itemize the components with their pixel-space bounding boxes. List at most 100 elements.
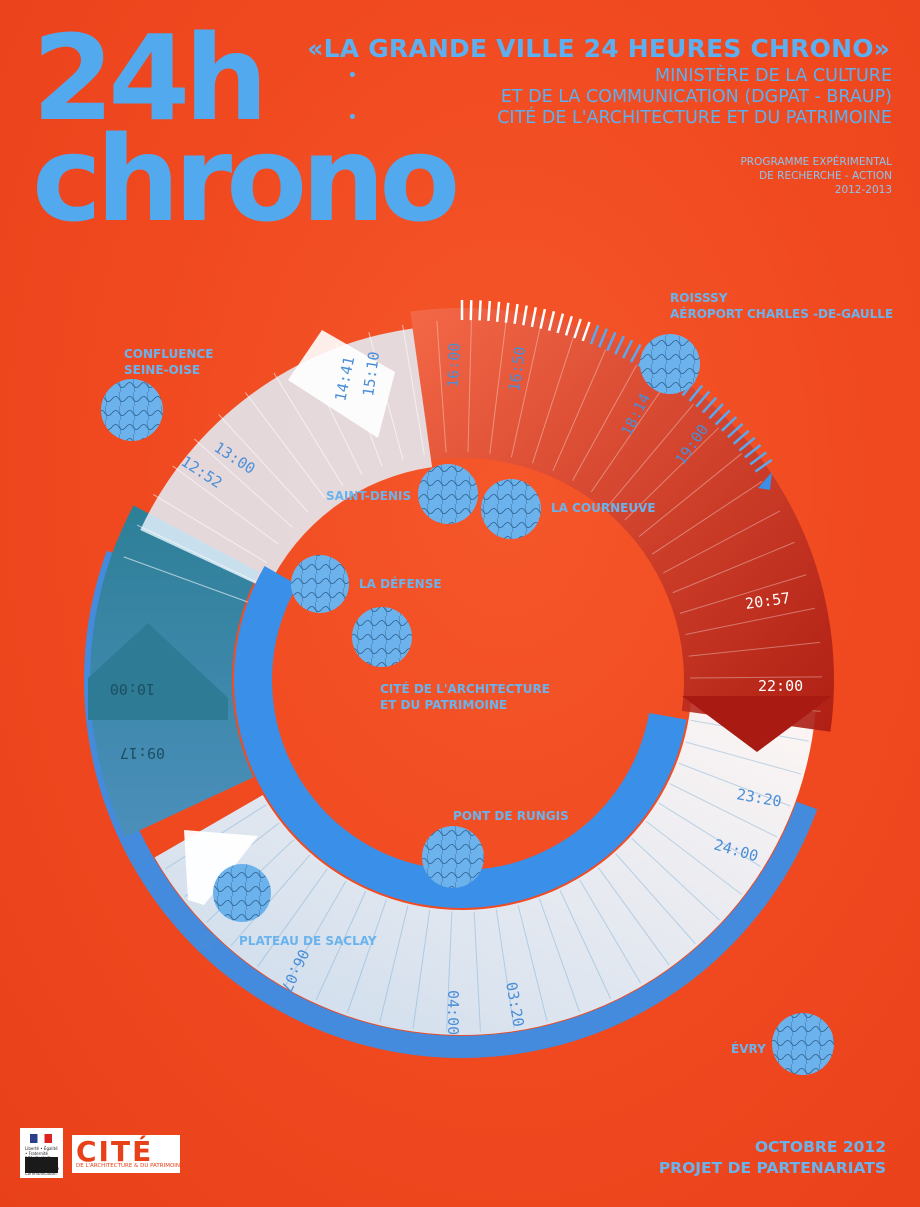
- white-arrow-bottom: [184, 830, 258, 905]
- comb-tick: [732, 429, 750, 445]
- programme-line: DE RECHERCHE - ACTION: [759, 170, 892, 182]
- place-label: SEINE-OISE: [124, 363, 201, 377]
- comb-tick: [606, 331, 617, 352]
- map-cite: [352, 607, 412, 667]
- spoke-line: [572, 364, 637, 481]
- spoke-line: [678, 762, 791, 807]
- comb-tick: [695, 390, 711, 408]
- spoke-line: [552, 349, 607, 472]
- spoke-line: [257, 868, 328, 967]
- map-la-courneuve: [481, 479, 541, 539]
- spoke-line: [412, 909, 431, 1029]
- spoke-line: [638, 453, 743, 537]
- map-roissy: [640, 334, 700, 394]
- spoke-line: [244, 392, 326, 499]
- time-label: 10:00: [110, 680, 155, 698]
- map-confluence: [101, 379, 163, 441]
- spoke-line: [615, 853, 696, 944]
- spoke-line: [495, 909, 515, 1029]
- spoke-line: [685, 607, 815, 636]
- spoke-line: [679, 574, 807, 614]
- spoke-line: [685, 741, 802, 775]
- spoke-line: [194, 438, 293, 528]
- spoke-line: [688, 641, 821, 657]
- spoke-line: [538, 898, 580, 1012]
- comb-tick: [744, 444, 762, 459]
- time-label: 09:17: [120, 744, 165, 762]
- map-pont-rungis: [422, 826, 484, 888]
- spoke-line: [531, 337, 574, 464]
- comb-tick: [738, 436, 756, 452]
- inner-blue-ring: [234, 566, 687, 908]
- programme-line: PROGRAMME EXPÉRIMENTAL: [740, 156, 892, 168]
- time-label: 22:00: [758, 677, 803, 695]
- comb-tick: [539, 308, 547, 329]
- programme-text: PROGRAMME EXPÉRIMENTAL DE RECHERCHE - AC…: [740, 155, 892, 197]
- place-label: AÉROPORT CHARLES -DE-GAULLE: [670, 307, 894, 321]
- place-la-defense: LA DÉFENSE: [359, 577, 442, 591]
- white-band: [154, 700, 816, 1035]
- place-la-courneuve: LA COURNEUVE: [551, 501, 656, 515]
- place-label: CITÉ DE L'ARCHITECTURE: [380, 682, 550, 696]
- spoke-line: [123, 556, 248, 603]
- spoke-line: [672, 541, 795, 594]
- comb-tick: [581, 321, 591, 342]
- partner-line: CITÉ DE L'ARCHITECTURE ET DU PATRIMOINE: [347, 108, 892, 129]
- spoke-line: [651, 480, 763, 555]
- place-cite: CITÉ DE L'ARCHITECTURE ET DU PATRIMOINE: [380, 681, 550, 713]
- spoke-line: [467, 320, 472, 453]
- cite-logo: CITÉ DE L'ARCHITECTURE & DU PATRIMOINE: [72, 1135, 184, 1173]
- footer-text: OCTOBRE 2012 PROJET DE PARTENARIATS: [659, 1137, 886, 1179]
- place-pont-rungis: PONT DE RUNGIS: [453, 809, 569, 823]
- spoke-line: [402, 324, 425, 456]
- spoke-line: [446, 911, 453, 1032]
- map-saint-denis: [418, 464, 478, 524]
- spoke-line: [658, 802, 761, 867]
- spoke-line: [510, 328, 541, 458]
- comb-tick: [504, 302, 510, 323]
- comb-tick: [530, 306, 538, 328]
- logo-line-chrono: chrono: [32, 109, 460, 248]
- partners-list: MINISTÈRE DE LA CULTURE ET DE LA COMMUNI…: [347, 66, 892, 129]
- footer-date: OCTOBRE 2012: [754, 1138, 886, 1156]
- comb-tick: [573, 318, 582, 339]
- spoke-line: [689, 676, 822, 679]
- ministry-logo-bar: [25, 1157, 58, 1173]
- spoke-line: [346, 899, 387, 1013]
- comb-tick: [727, 422, 744, 439]
- comb-tick: [622, 339, 634, 359]
- comb-tick: [556, 313, 565, 334]
- spoke-line: [631, 837, 720, 921]
- spoke-line: [624, 427, 720, 521]
- partner-line: ET DE LA COMMUNICATION (DGPAT - BRAUP): [500, 87, 892, 107]
- place-saint-denis: SAINT-DENIS: [326, 489, 412, 503]
- cite-logo-word: CITÉ: [76, 1135, 154, 1168]
- comb-tick: [714, 409, 731, 426]
- comb-tick: [598, 328, 608, 348]
- spoke-line: [273, 372, 344, 486]
- spoke-line: [379, 905, 409, 1023]
- map-plateau-saclay: [213, 864, 271, 922]
- cite-logo-sub: DE L'ARCHITECTURE & DU PATRIMOINE: [76, 1163, 184, 1169]
- footer-subtitle: PROJET DE PARTENARIATS: [658, 1159, 886, 1177]
- flag-icon: [30, 1134, 52, 1143]
- spoke-line: [315, 890, 367, 1001]
- comb-tick: [754, 458, 773, 473]
- place-label: ROISSSY: [670, 291, 728, 305]
- comb-tick: [749, 451, 768, 466]
- comb-tick: [513, 303, 519, 325]
- spoke-line: [669, 783, 778, 838]
- teal-arrow: [88, 623, 228, 720]
- spoke-line: [517, 904, 548, 1022]
- spoke-line: [436, 320, 447, 453]
- comb-tick: [589, 324, 600, 345]
- white-arrow-top: [288, 330, 395, 438]
- spoke-line: [590, 383, 667, 493]
- spoke-line: [230, 854, 311, 946]
- place-label: ET DU PATRIMOINE: [380, 698, 508, 712]
- spoke-line: [285, 880, 347, 986]
- comb-tick: [708, 403, 725, 420]
- tick-comb: [460, 300, 773, 473]
- logo-line-24h: 24h: [32, 9, 268, 147]
